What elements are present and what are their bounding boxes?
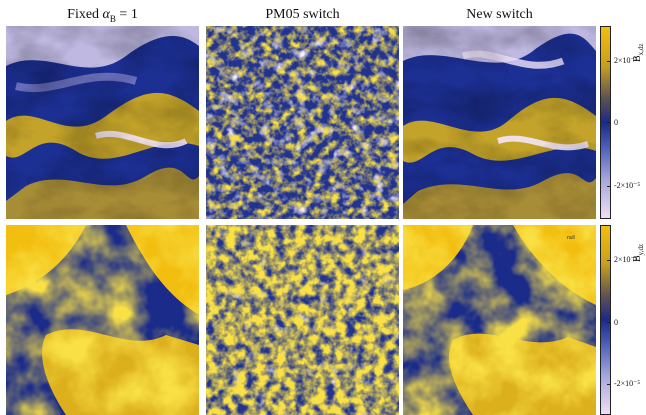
colorbar-tick: [607, 322, 611, 323]
colorbar-tick-label: 0: [614, 318, 618, 327]
colorbar-tick: [607, 260, 611, 261]
column-title-new-switch: New switch: [466, 7, 533, 22]
pm05-switch-by-map: [206, 225, 399, 415]
colorbar-tick: [607, 122, 611, 123]
colorbar-tick-label: 2×10⁻⁵: [614, 255, 638, 264]
colorbar-tick-label: 2×10⁻⁵: [614, 56, 638, 65]
fixed-alpha-by-map: [6, 225, 199, 415]
colorbar-tick-label: -2×10⁻⁵: [614, 181, 641, 190]
field-map-image: [403, 225, 596, 415]
fixed-alpha-bx-map: [6, 26, 199, 219]
field-map-image: [6, 26, 199, 219]
field-map-image: [206, 26, 399, 219]
column-title-pm05-switch: PM05 switch: [265, 7, 340, 22]
pm05-switch-bx-map: [206, 26, 399, 219]
colorbar-tick: [607, 61, 611, 62]
colorbar-tick-label: -2×10⁻⁵: [614, 379, 641, 388]
colorbar-label-by: By,dz: [632, 243, 645, 262]
column-title-fixed-alpha: Fixed αB = 1: [67, 7, 138, 24]
colorbar-by: [600, 225, 611, 415]
colorbar-label-bx: Bx,dz: [632, 43, 645, 62]
colorbar-tick: [607, 186, 611, 187]
colorbar-tick-label: 0: [614, 118, 618, 127]
panel-annotation: null: [567, 235, 575, 241]
new-switch-by-map: null: [403, 225, 596, 415]
colorbar-tick: [607, 384, 611, 385]
field-map-image: [6, 225, 199, 415]
new-switch-bx-map: [403, 26, 596, 219]
field-map-image: [206, 225, 399, 415]
field-map-image: [403, 26, 596, 219]
